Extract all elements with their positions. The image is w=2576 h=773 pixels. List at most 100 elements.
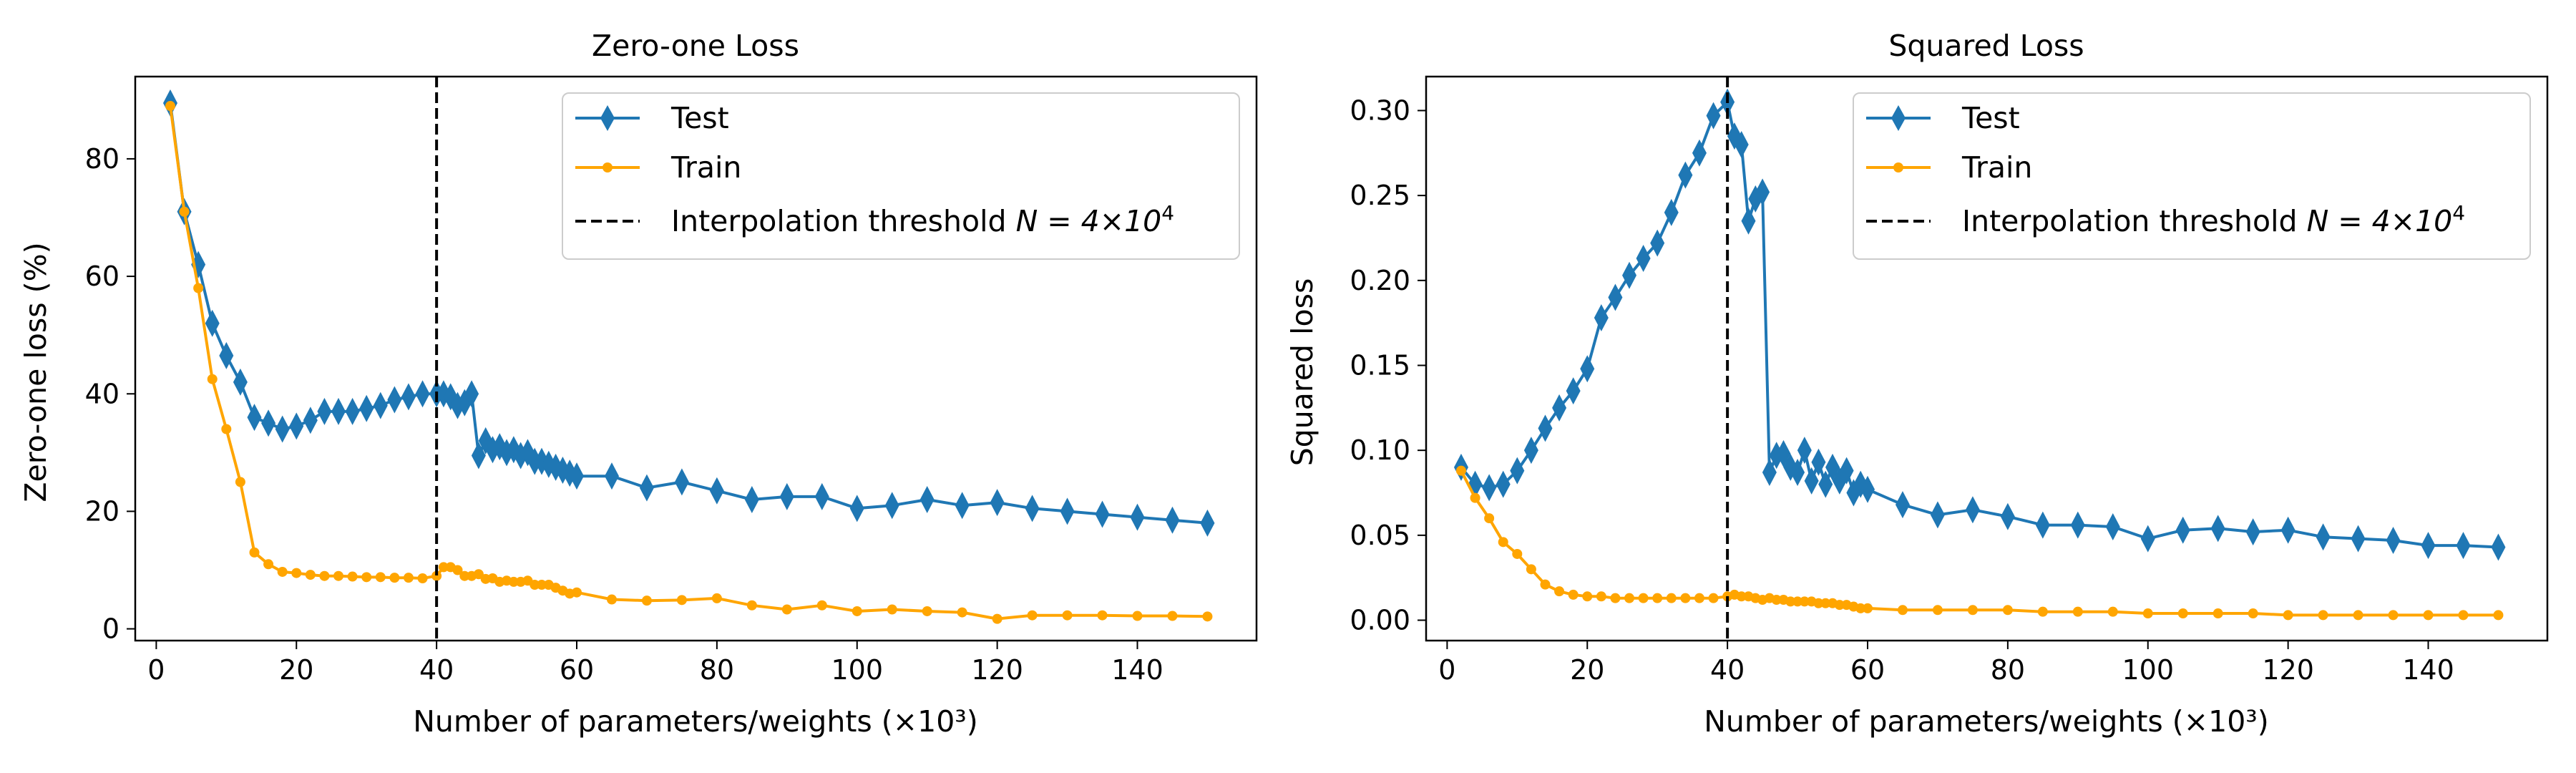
data-point-test xyxy=(1523,437,1538,465)
data-point-test xyxy=(2421,532,2436,560)
data-point-test xyxy=(1594,304,1609,332)
data-point-test xyxy=(604,462,619,490)
legend-marker-test xyxy=(600,105,615,131)
y-axis-label: Squared loss xyxy=(1285,278,1319,467)
data-point-train xyxy=(816,600,827,611)
data-point-train xyxy=(221,424,232,434)
data-point-test xyxy=(373,392,388,419)
axes-frame xyxy=(1425,75,2549,642)
data-point-test xyxy=(990,489,1005,517)
y-tick-label: 0.25 xyxy=(1350,180,1410,211)
data-point-test xyxy=(2210,515,2225,543)
data-point-train xyxy=(2423,610,2434,621)
x-tick-label: 80 xyxy=(1991,654,2025,686)
data-point-test xyxy=(1706,102,1721,130)
x-tick-label: 0 xyxy=(147,654,165,686)
data-point-test xyxy=(1496,470,1511,498)
data-point-train xyxy=(1526,564,1536,575)
data-point-train xyxy=(438,562,449,573)
data-point-test xyxy=(1664,198,1679,226)
data-point-train xyxy=(676,595,687,606)
data-point-train xyxy=(361,572,372,583)
x-tick-label: 140 xyxy=(2402,654,2454,686)
data-point-test xyxy=(471,442,486,470)
x-tick-label: 40 xyxy=(1710,654,1745,686)
data-point-train xyxy=(572,587,582,598)
legend-label-threshold: Interpolation threshold N = 4×104 xyxy=(1962,201,2465,238)
data-point-test xyxy=(639,474,654,502)
y-tick-label: 0.00 xyxy=(1350,605,1410,636)
data-point-train xyxy=(1813,598,1824,608)
y-tick-label: 0.15 xyxy=(1350,349,1410,381)
data-point-train xyxy=(852,606,862,616)
data-point-test xyxy=(1636,244,1651,272)
data-point-test xyxy=(1130,503,1145,531)
data-point-train xyxy=(452,565,463,575)
data-point-test xyxy=(401,383,416,411)
data-point-test xyxy=(1608,283,1623,311)
data-point-train xyxy=(1652,593,1663,603)
data-point-train xyxy=(1792,596,1803,607)
data-point-test xyxy=(1762,459,1777,487)
data-point-train xyxy=(2493,610,2504,621)
data-point-test xyxy=(2035,511,2050,539)
data-point-train xyxy=(1638,593,1649,603)
data-point-train xyxy=(1771,595,1782,606)
data-point-train xyxy=(887,604,897,615)
y-tick-label: 80 xyxy=(85,143,119,175)
y-tick-label: 0.20 xyxy=(1350,265,1410,296)
x-tick-label: 120 xyxy=(971,654,1023,686)
data-point-train xyxy=(1708,593,1719,603)
data-point-test xyxy=(1510,457,1525,485)
chart-title: Squared Loss xyxy=(1888,29,2084,63)
data-point-train xyxy=(992,613,1002,624)
data-point-test xyxy=(779,482,794,510)
data-point-test xyxy=(1755,178,1770,206)
data-point-test xyxy=(2491,533,2506,561)
data-point-test xyxy=(1538,414,1553,442)
data-point-test xyxy=(2105,512,2120,540)
data-point-train xyxy=(179,206,190,217)
legend-label-train: Train xyxy=(1961,150,2032,185)
data-point-test xyxy=(387,386,402,414)
data-point-train xyxy=(305,570,316,580)
data-point-test xyxy=(2245,518,2260,546)
data-point-train xyxy=(459,570,470,581)
legend-box xyxy=(562,92,1240,260)
data-point-train xyxy=(1820,598,1831,608)
data-point-test xyxy=(1678,161,1693,189)
x-tick-label: 0 xyxy=(1438,654,1455,686)
data-point-train xyxy=(2002,605,2013,616)
x-tick-label: 60 xyxy=(560,654,594,686)
data-point-test xyxy=(2070,511,2085,539)
data-point-train xyxy=(263,559,274,570)
plot-area: 0 20 40 60 80 100 120 140 0 20 40 60 80 xyxy=(85,75,1258,686)
data-point-test xyxy=(205,309,220,337)
data-point-train xyxy=(249,547,260,558)
data-point-test xyxy=(275,415,290,443)
y-tick-label: 0.10 xyxy=(1350,434,1410,466)
data-point-test xyxy=(2316,523,2331,551)
data-point-test xyxy=(2140,525,2155,553)
data-point-test xyxy=(849,495,864,522)
x-tick-label: 100 xyxy=(2122,654,2174,686)
data-point-test xyxy=(1839,457,1854,485)
data-point-train xyxy=(333,570,344,581)
data-point-train xyxy=(1582,591,1593,602)
data-point-train xyxy=(2142,608,2153,619)
data-point-train xyxy=(781,604,792,615)
data-point-test xyxy=(2175,516,2190,544)
data-point-train xyxy=(1834,600,1845,611)
data-point-train xyxy=(193,283,204,293)
data-point-train xyxy=(711,593,722,603)
legend: Test Train Interpolation threshold N = 4… xyxy=(562,92,1240,260)
data-point-train xyxy=(235,477,245,487)
data-point-train xyxy=(530,580,540,590)
data-point-test xyxy=(1797,437,1812,465)
data-point-test xyxy=(1165,506,1180,534)
data-point-train xyxy=(165,101,175,112)
data-point-train xyxy=(403,573,414,583)
y-tick-label: 40 xyxy=(85,378,119,409)
legend-box xyxy=(1853,92,2531,260)
data-point-test xyxy=(2456,532,2471,560)
